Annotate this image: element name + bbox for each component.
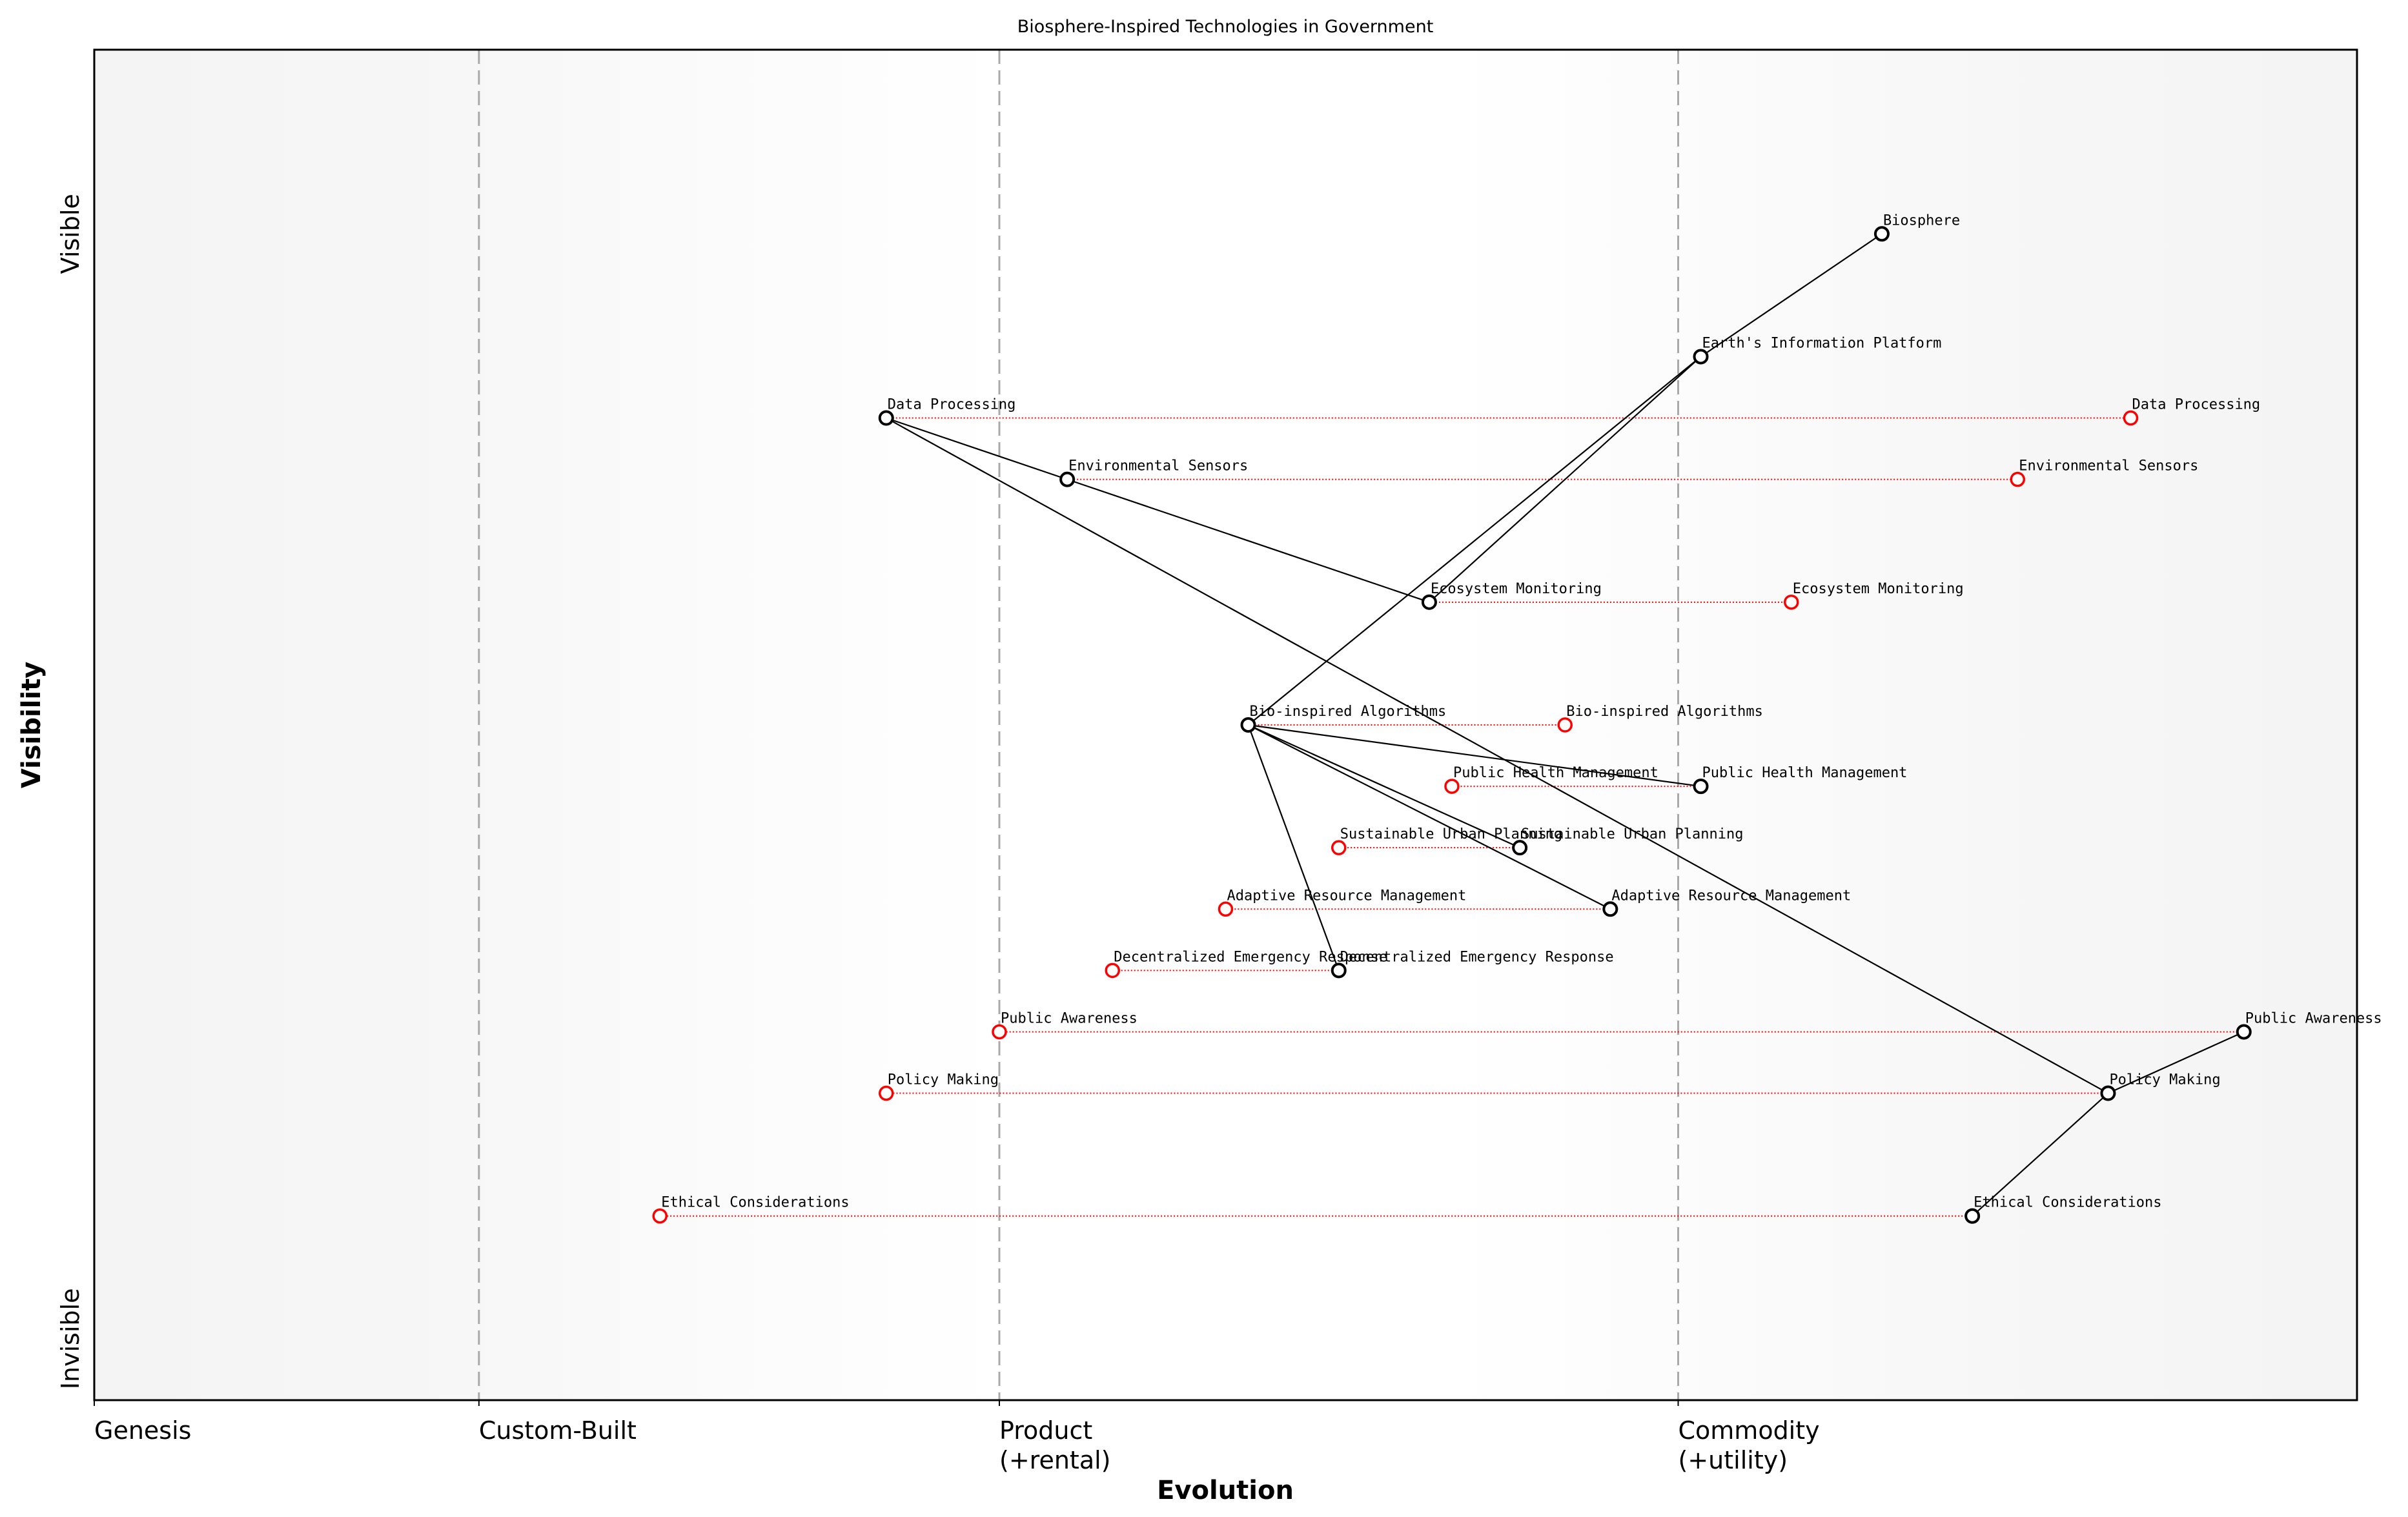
component-label: Ethical Considerations: [1974, 1195, 2161, 1211]
x-tick-label: Custom-Built: [479, 1416, 637, 1445]
component-label: Earth's Information Platform: [1702, 335, 1942, 351]
component-label: Policy Making: [2109, 1072, 2220, 1088]
evolved-component-point: [879, 1085, 894, 1101]
y-tick-label: Visible: [56, 194, 85, 274]
evolved-component-label: Data Processing: [2132, 397, 2261, 413]
evolved-component-label: Public Health Management: [1453, 765, 1658, 781]
chart-title: Biosphere-Inspired Technologies in Gover…: [1017, 17, 1434, 37]
component-label: Public Awareness: [2245, 1010, 2382, 1026]
component-point: [1693, 779, 1709, 795]
evolved-component-point: [2123, 410, 2139, 426]
evolved-component-point: [1784, 595, 1799, 610]
x-tick-label: Product (+rental): [999, 1416, 1110, 1474]
evolved-component-label: Sustainable Urban Planning: [1340, 826, 1562, 842]
component-label: Public Health Management: [1702, 765, 1908, 781]
y-tick-label: Invisible: [56, 1288, 85, 1390]
component-label: Ecosystem Monitoring: [1431, 581, 1602, 597]
evolved-component-label: Ecosystem Monitoring: [1793, 581, 1964, 597]
component-label: Environmental Sensors: [1068, 458, 1248, 474]
component-label: Adaptive Resource Management: [1611, 888, 1851, 904]
component-point: [1964, 1208, 1981, 1224]
component-label: Data Processing: [888, 397, 1016, 413]
dependency-link: [1248, 724, 1701, 788]
component-point: [878, 410, 894, 426]
component-point: [2236, 1024, 2252, 1040]
dependency-link: [886, 417, 1068, 480]
x-axis-title: Evolution: [1157, 1476, 1294, 1505]
dependency-link: [1066, 478, 1430, 603]
component-point: [1873, 226, 1890, 242]
evolved-component-label: Policy Making: [888, 1072, 999, 1088]
plot-frame: [93, 48, 2358, 1401]
component-label: Decentralized Emergency Response: [1340, 949, 1614, 965]
evolved-component-label: Ethical Considerations: [661, 1195, 849, 1211]
component-point: [2100, 1085, 2116, 1101]
evolved-component-point: [1444, 779, 1460, 794]
y-axis-title: Visibility: [17, 662, 46, 788]
x-tick-label: Genesis: [94, 1416, 191, 1445]
component-label: Sustainable Urban Planning: [1521, 826, 1743, 842]
evolved-component-label: Adaptive Resource Management: [1227, 888, 1467, 904]
dependency-link: [1247, 724, 1340, 971]
dependency-link: [2107, 1031, 2245, 1094]
component-point: [1331, 962, 1347, 979]
evolved-component-label: Decentralized Emergency Response: [1114, 949, 1387, 965]
dependency-link: [1248, 724, 1611, 910]
dependency-link: [1700, 233, 1883, 358]
evolved-component-label: Bio-inspired Algorithms: [1566, 704, 1763, 720]
component-point: [1059, 471, 1076, 487]
component-point: [1602, 901, 1618, 917]
evolved-component-point: [1557, 717, 1573, 733]
component-point: [1240, 717, 1256, 733]
component-point: [1421, 594, 1437, 610]
evolved-component-point: [652, 1208, 668, 1224]
evolved-component-point: [1105, 962, 1120, 979]
dependency-link: [886, 417, 2108, 1094]
evolved-component-point: [1218, 901, 1234, 917]
x-tick-label: Commodity (+utility): [1678, 1416, 1820, 1474]
plot-background: [94, 50, 2357, 1400]
component-point: [1512, 840, 1528, 856]
evolved-component-point: [1331, 840, 1347, 855]
dependency-link: [1247, 356, 1702, 726]
component-label: Bio-inspired Algorithms: [1250, 704, 1447, 720]
evolved-component-label: Public Awareness: [1001, 1010, 1138, 1026]
evolved-component-point: [992, 1024, 1007, 1040]
evolved-component-label: Environmental Sensors: [2019, 458, 2198, 474]
dependency-link: [1972, 1092, 2109, 1217]
dependency-link: [1429, 356, 1702, 603]
dependency-link: [1248, 724, 1520, 849]
component-point: [1693, 349, 1709, 365]
evolved-component-point: [2010, 471, 2025, 487]
component-label: Biosphere: [1883, 212, 1960, 229]
